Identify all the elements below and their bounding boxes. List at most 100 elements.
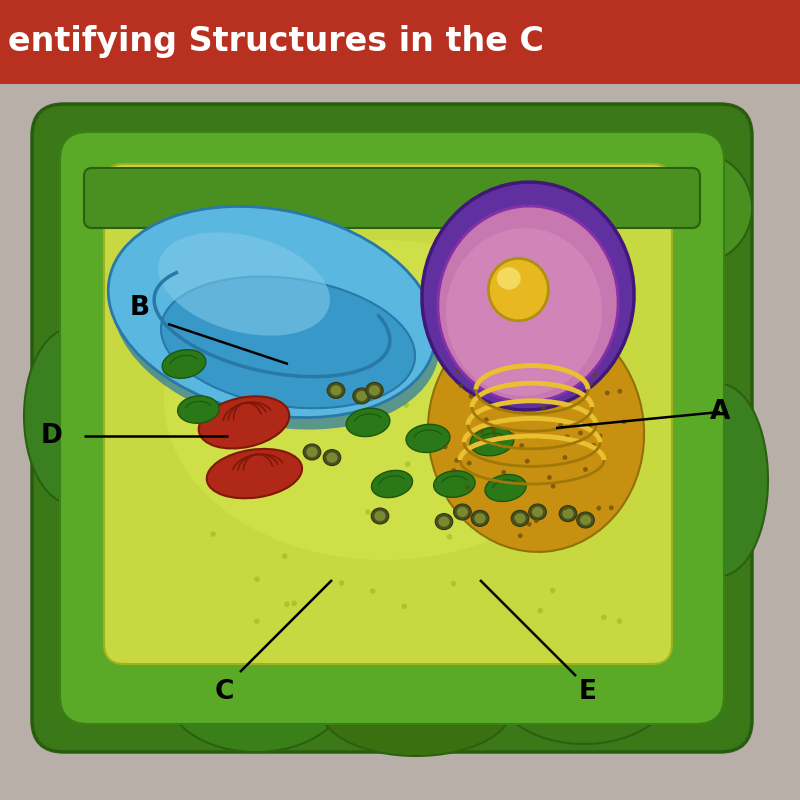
Ellipse shape	[526, 381, 531, 386]
Ellipse shape	[422, 182, 634, 410]
Ellipse shape	[214, 422, 220, 427]
Ellipse shape	[112, 218, 440, 430]
Ellipse shape	[254, 618, 260, 624]
Ellipse shape	[534, 518, 538, 523]
Ellipse shape	[618, 389, 622, 394]
Ellipse shape	[565, 434, 570, 439]
Ellipse shape	[435, 514, 453, 530]
Ellipse shape	[323, 450, 341, 466]
Ellipse shape	[598, 434, 602, 438]
Ellipse shape	[370, 588, 375, 594]
Ellipse shape	[529, 382, 534, 387]
Ellipse shape	[186, 276, 192, 282]
Ellipse shape	[365, 510, 370, 515]
Ellipse shape	[640, 152, 752, 264]
Ellipse shape	[509, 356, 514, 361]
Ellipse shape	[469, 394, 474, 398]
Text: entifying Structures in the C: entifying Structures in the C	[8, 25, 544, 58]
Ellipse shape	[547, 475, 552, 480]
Ellipse shape	[161, 277, 415, 408]
Ellipse shape	[512, 520, 517, 525]
Ellipse shape	[428, 312, 644, 552]
Text: B: B	[130, 295, 150, 321]
Ellipse shape	[454, 458, 459, 462]
Ellipse shape	[514, 514, 526, 524]
Ellipse shape	[471, 510, 489, 526]
Ellipse shape	[262, 210, 268, 216]
Ellipse shape	[287, 317, 293, 322]
Ellipse shape	[592, 266, 598, 272]
Ellipse shape	[282, 554, 287, 559]
Ellipse shape	[550, 484, 555, 489]
Ellipse shape	[198, 396, 290, 449]
Ellipse shape	[559, 506, 577, 522]
Ellipse shape	[282, 275, 287, 281]
Ellipse shape	[402, 603, 407, 609]
Ellipse shape	[610, 322, 615, 328]
Ellipse shape	[511, 510, 529, 526]
Ellipse shape	[583, 467, 588, 472]
Ellipse shape	[164, 240, 604, 560]
Ellipse shape	[178, 396, 219, 423]
Ellipse shape	[481, 438, 486, 442]
Ellipse shape	[405, 462, 410, 467]
Ellipse shape	[522, 380, 527, 385]
Ellipse shape	[562, 455, 567, 460]
Ellipse shape	[609, 506, 614, 510]
Ellipse shape	[519, 443, 524, 448]
Ellipse shape	[403, 402, 409, 408]
Ellipse shape	[609, 399, 614, 405]
Ellipse shape	[243, 386, 249, 392]
Ellipse shape	[525, 458, 530, 463]
Ellipse shape	[303, 444, 321, 460]
Ellipse shape	[588, 423, 593, 428]
Ellipse shape	[475, 377, 480, 382]
Ellipse shape	[538, 527, 544, 533]
Ellipse shape	[597, 506, 602, 510]
Ellipse shape	[306, 446, 318, 457]
Text: A: A	[710, 399, 730, 425]
Ellipse shape	[254, 577, 260, 582]
Ellipse shape	[326, 453, 338, 462]
Ellipse shape	[327, 382, 345, 398]
Ellipse shape	[485, 474, 526, 502]
Ellipse shape	[162, 350, 206, 378]
Ellipse shape	[371, 508, 389, 524]
Ellipse shape	[450, 581, 456, 586]
Ellipse shape	[591, 443, 596, 448]
Ellipse shape	[605, 390, 610, 395]
Ellipse shape	[470, 427, 514, 456]
Ellipse shape	[474, 514, 486, 524]
Ellipse shape	[588, 382, 593, 386]
Ellipse shape	[496, 632, 672, 744]
Ellipse shape	[552, 332, 557, 337]
Ellipse shape	[457, 507, 468, 517]
Ellipse shape	[338, 349, 343, 354]
Ellipse shape	[491, 428, 496, 433]
Ellipse shape	[210, 531, 216, 537]
Ellipse shape	[436, 518, 442, 523]
Ellipse shape	[542, 405, 546, 410]
Ellipse shape	[446, 534, 452, 540]
Ellipse shape	[526, 369, 531, 374]
Ellipse shape	[562, 509, 574, 519]
Ellipse shape	[538, 608, 543, 614]
Ellipse shape	[484, 418, 489, 422]
Ellipse shape	[479, 430, 484, 434]
FancyBboxPatch shape	[0, 0, 800, 84]
Ellipse shape	[594, 334, 599, 338]
Ellipse shape	[532, 507, 543, 517]
Ellipse shape	[168, 640, 344, 752]
Ellipse shape	[498, 435, 503, 440]
Ellipse shape	[538, 232, 543, 238]
Ellipse shape	[497, 267, 521, 290]
Text: D: D	[41, 423, 63, 449]
Ellipse shape	[502, 470, 506, 474]
Ellipse shape	[527, 522, 532, 526]
Ellipse shape	[552, 379, 557, 384]
Ellipse shape	[672, 384, 768, 576]
Ellipse shape	[374, 511, 386, 522]
Ellipse shape	[493, 433, 498, 438]
Ellipse shape	[369, 385, 380, 395]
Ellipse shape	[524, 370, 529, 374]
